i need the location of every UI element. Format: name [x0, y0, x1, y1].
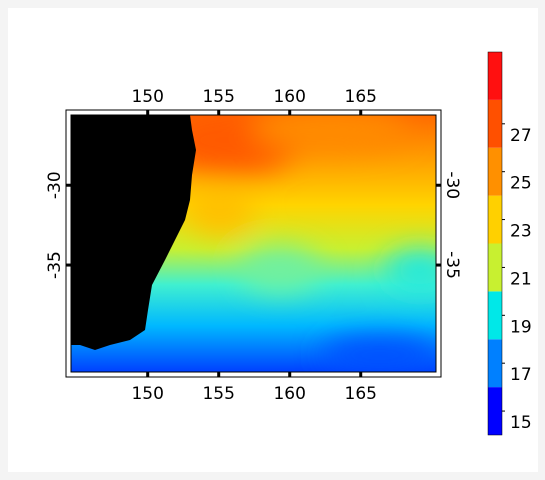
colorbar-frame	[487, 51, 503, 436]
colorbar-segment	[488, 387, 502, 435]
colorbar-segment	[488, 339, 502, 388]
y-tick-label-left: -35	[45, 251, 65, 279]
land	[71, 115, 196, 350]
x-tick-label-top: 150	[131, 87, 163, 107]
colorbar-segment	[488, 195, 502, 244]
colorbar-segment	[488, 147, 502, 196]
x-tick-label-top: 165	[345, 87, 377, 107]
y-tick-label-right: -35	[442, 251, 462, 279]
colorbar-segment	[488, 291, 502, 340]
colorbar-segment	[488, 243, 502, 292]
x-tick-label-bottom: 155	[202, 384, 234, 404]
map-frame-inner	[70, 114, 437, 373]
y-tick-label-right: -30	[442, 171, 462, 199]
colorbar-tick-label: 25	[510, 174, 532, 194]
x-tick-label-top: 160	[273, 87, 305, 107]
x-tick-label-bottom: 150	[131, 384, 163, 404]
colorbar-tick-label: 19	[510, 317, 532, 337]
colorbar-tick-label: 23	[510, 222, 532, 242]
colorbar-tick-label: 15	[510, 413, 532, 433]
colorbar-tick-label: 17	[510, 365, 532, 385]
temperature-field	[71, 115, 436, 372]
colorbar-segment	[488, 99, 502, 148]
map-frame-outer	[65, 109, 442, 378]
colorbar-tick-label: 21	[510, 269, 532, 289]
x-tick-label-bottom: 160	[273, 384, 305, 404]
y-tick-label-left: -30	[45, 171, 65, 199]
colorbar-tick-label: 27	[510, 126, 532, 146]
x-tick-label-top: 155	[202, 87, 234, 107]
x-tick-label-bottom: 165	[345, 384, 377, 404]
colorbar-segment	[488, 52, 502, 100]
